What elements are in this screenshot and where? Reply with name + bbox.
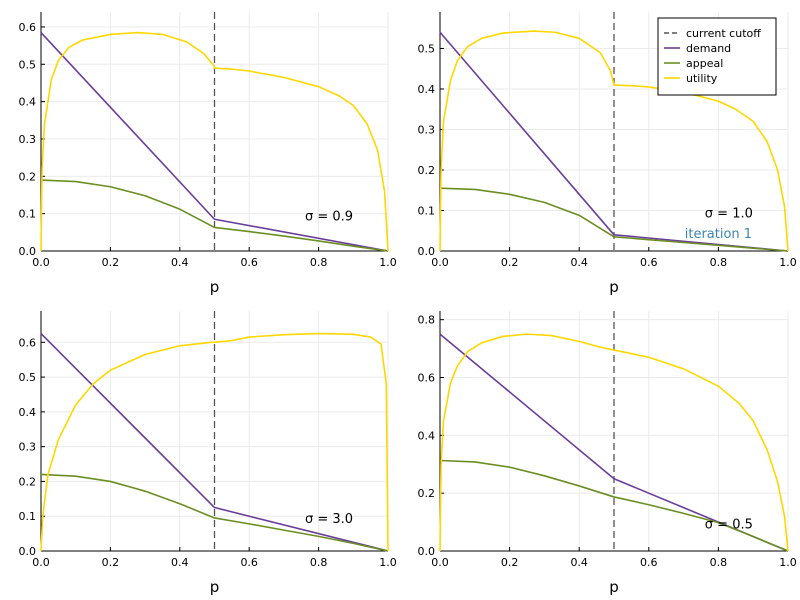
x-tick-label: 0.8 [310,556,328,569]
x-tick-label: 1.0 [379,556,397,569]
chart-panel-4: 0.0 0.2 0.4 0.6 0.8 1.0 0.0 0.2 0.4 0.6 0.8 p σ = 0.… [418,311,797,596]
x-tick-label: 0.2 [501,256,519,269]
y-tick-label: 0.1 [418,204,436,217]
x-tick-label: 0.0 [431,556,449,569]
x-tick-label: 0.2 [102,556,120,569]
y-tick-label: 0.6 [19,336,37,349]
y-tick-label: 0.0 [418,245,436,258]
y-tick-label: 0.0 [19,245,37,258]
legend-label: appeal [686,57,723,70]
x-tick-label: 1.0 [779,256,797,269]
x-tick-label: 0.0 [431,256,449,269]
annotation: σ = 0.5 [705,518,753,533]
legend-box [657,17,777,96]
annotation: σ = 1.0 [705,207,753,222]
x-tick-label: 1.0 [379,256,397,269]
legend-label: demand [686,42,731,55]
x-tick-label: 0.6 [240,556,258,569]
y-tick-label: 0.8 [418,314,436,327]
x-tick-label: 0.6 [640,256,658,269]
x-tick-label: 0.4 [171,556,189,569]
x-tick-label: 0.0 [32,556,50,569]
x-tick-label: 0.8 [310,256,328,269]
chart-panel-1: 0.0 0.2 0.4 0.6 0.8 1.0 0.0 0.1 0.2 0.3 0.4 0.5 0.6 p… [19,12,397,296]
chart-panel-2: 0.0 0.2 0.4 0.6 0.8 1.0 0.0 0.1 0.2 0.3 0.4 0.5 p σ =… [418,12,797,296]
y-tick-label: 0.4 [19,96,37,109]
x-tick-label: 0.8 [710,556,728,569]
legend-label: current cutoff [686,27,761,40]
y-tick-label: 0.0 [19,545,37,558]
y-tick-label: 0.2 [19,170,37,183]
x-tick-label: 0.4 [570,256,588,269]
utility-series-line [439,30,789,252]
utility-series-line [439,333,789,552]
y-tick-label: 0.5 [418,42,436,55]
x-tick-label: 0.6 [240,256,258,269]
y-tick-label: 0.3 [19,133,37,146]
y-tick-label: 0.5 [19,58,37,71]
y-tick-label: 0.2 [19,475,37,488]
y-tick-label: 0.1 [19,208,37,221]
x-axis-label: p [609,278,619,296]
y-tick-label: 0.6 [418,372,436,385]
y-tick-label: 0.5 [19,371,37,384]
x-axis-label: p [210,578,220,596]
annotation: σ = 0.9 [305,210,353,225]
y-tick-label: 0.4 [19,406,37,419]
legend: current cutoff demand appeal utility [657,17,777,96]
appeal-series-line [439,459,789,552]
appeal-series-line [40,179,389,252]
utility-series-line [40,332,389,552]
annotation: iteration 1 [685,227,752,242]
x-tick-label: 0.4 [570,556,588,569]
y-tick-label: 0.2 [418,487,436,500]
y-tick-label: 0.6 [19,21,37,34]
x-tick-label: 0.2 [102,256,120,269]
x-tick-label: 0.8 [710,256,728,269]
annotation: σ = 3.0 [305,512,353,527]
y-tick-label: 0.4 [418,83,436,96]
x-tick-label: 0.0 [32,256,50,269]
demand-series-line [40,333,389,552]
utility-series-line [40,31,389,252]
demand-series-line [40,31,389,252]
x-tick-label: 1.0 [779,556,797,569]
x-tick-label: 0.6 [640,556,658,569]
chart-panel-3: 0.0 0.2 0.4 0.6 0.8 1.0 0.0 0.1 0.2 0.3 0.4 0.5 0.6 p… [19,311,397,596]
appeal-series-line [439,187,789,252]
y-tick-label: 0.3 [19,441,37,454]
y-tick-label: 0.0 [418,545,436,558]
legend-label: utility [686,72,718,85]
y-tick-label: 0.2 [418,164,436,177]
x-tick-label: 0.2 [501,556,519,569]
x-axis-label: p [210,278,220,296]
x-axis-label: p [609,578,619,596]
appeal-series-line [40,473,389,552]
y-tick-label: 0.4 [418,429,436,442]
x-tick-label: 0.4 [171,256,189,269]
y-tick-label: 0.1 [19,510,37,523]
y-tick-label: 0.3 [418,123,436,136]
